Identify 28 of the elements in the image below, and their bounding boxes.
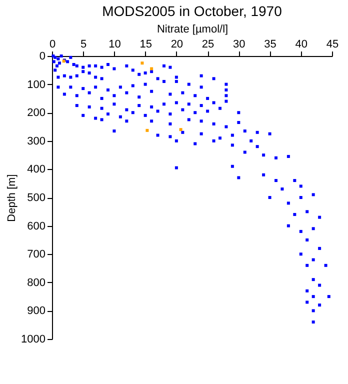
y-tick-label: 700 — [27, 248, 46, 261]
y-tick-label: 400 — [27, 164, 46, 176]
y-tick-label: 600 — [27, 220, 46, 232]
chart-title: MODS2005 in October, 1970 — [102, 3, 282, 19]
x-tick-label: 20 — [170, 38, 184, 50]
y-tick-label: 200 — [27, 107, 46, 120]
y-tick-label: 1000 — [21, 334, 46, 346]
x-tick-label: 0 — [49, 38, 56, 50]
x-tick-label: 5 — [80, 38, 87, 50]
point — [146, 128, 149, 132]
x-tick-label: 30 — [233, 38, 246, 50]
x-tick-label: 45 — [326, 38, 339, 50]
x-tick-label: 10 — [108, 38, 121, 50]
x-tick-label: 35 — [264, 38, 276, 50]
x-tick-label: 15 — [140, 38, 152, 50]
point — [140, 62, 144, 65]
y-tick-label: 100 — [27, 78, 46, 91]
y-tick-label: 300 — [27, 135, 46, 148]
point — [179, 128, 182, 132]
y-axis-title: Depth [m] — [6, 174, 18, 222]
x-tick-label: 40 — [295, 38, 308, 50]
y-tick-label: 0 — [39, 50, 46, 62]
point — [150, 67, 154, 70]
x-axis-title: Nitrate [µmol/l] — [156, 24, 228, 36]
y-tick-label: 900 — [27, 305, 46, 318]
y-tick-label: 800 — [27, 276, 46, 289]
x-tick-label: 25 — [202, 38, 214, 50]
y-tick-label: 500 — [27, 192, 46, 204]
